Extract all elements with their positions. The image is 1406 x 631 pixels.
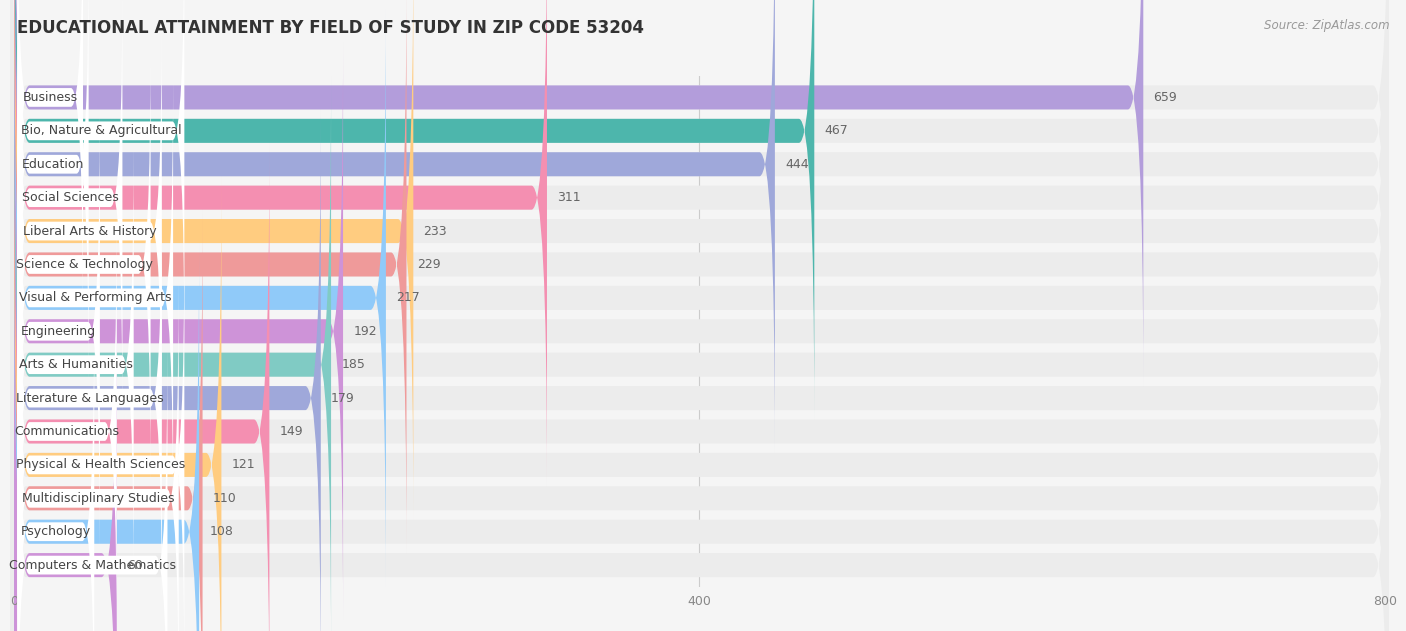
- FancyBboxPatch shape: [17, 0, 89, 389]
- FancyBboxPatch shape: [11, 9, 1388, 586]
- FancyBboxPatch shape: [17, 207, 117, 631]
- FancyBboxPatch shape: [14, 76, 330, 631]
- Text: Business: Business: [22, 91, 77, 104]
- FancyBboxPatch shape: [14, 243, 200, 631]
- FancyBboxPatch shape: [11, 0, 1388, 553]
- Text: 192: 192: [353, 325, 377, 338]
- Text: 121: 121: [232, 458, 256, 471]
- FancyBboxPatch shape: [17, 240, 184, 631]
- FancyBboxPatch shape: [14, 0, 547, 487]
- FancyBboxPatch shape: [14, 109, 321, 631]
- FancyBboxPatch shape: [17, 174, 162, 623]
- Text: Visual & Performing Arts: Visual & Performing Arts: [20, 292, 172, 304]
- Text: Multidisciplinary Studies: Multidisciplinary Studies: [22, 492, 174, 505]
- FancyBboxPatch shape: [14, 43, 343, 620]
- FancyBboxPatch shape: [11, 243, 1388, 631]
- Text: Social Sciences: Social Sciences: [21, 191, 118, 204]
- FancyBboxPatch shape: [11, 0, 1388, 520]
- Text: Education: Education: [22, 158, 84, 171]
- FancyBboxPatch shape: [11, 76, 1388, 631]
- FancyBboxPatch shape: [14, 143, 270, 631]
- Text: Communications: Communications: [14, 425, 120, 438]
- FancyBboxPatch shape: [17, 140, 134, 589]
- FancyBboxPatch shape: [14, 9, 385, 586]
- Text: Science & Technology: Science & Technology: [15, 258, 152, 271]
- FancyBboxPatch shape: [14, 0, 814, 420]
- FancyBboxPatch shape: [17, 6, 162, 456]
- FancyBboxPatch shape: [11, 176, 1388, 631]
- FancyBboxPatch shape: [11, 143, 1388, 631]
- FancyBboxPatch shape: [11, 209, 1388, 631]
- Text: Computers & Mathematics: Computers & Mathematics: [8, 558, 176, 572]
- FancyBboxPatch shape: [14, 0, 406, 553]
- FancyBboxPatch shape: [11, 276, 1388, 631]
- Text: Engineering: Engineering: [21, 325, 96, 338]
- FancyBboxPatch shape: [17, 73, 173, 522]
- Text: Source: ZipAtlas.com: Source: ZipAtlas.com: [1264, 19, 1389, 32]
- Text: EDUCATIONAL ATTAINMENT BY FIELD OF STUDY IN ZIP CODE 53204: EDUCATIONAL ATTAINMENT BY FIELD OF STUDY…: [17, 19, 644, 37]
- FancyBboxPatch shape: [11, 0, 1388, 487]
- Text: 229: 229: [416, 258, 440, 271]
- FancyBboxPatch shape: [14, 0, 1143, 386]
- Text: 467: 467: [824, 124, 848, 138]
- FancyBboxPatch shape: [11, 0, 1388, 420]
- FancyBboxPatch shape: [17, 0, 83, 322]
- FancyBboxPatch shape: [14, 276, 117, 631]
- FancyBboxPatch shape: [17, 341, 167, 631]
- Text: Bio, Nature & Agricultural: Bio, Nature & Agricultural: [21, 124, 181, 138]
- FancyBboxPatch shape: [17, 107, 100, 556]
- FancyBboxPatch shape: [11, 109, 1388, 631]
- Text: Literature & Languages: Literature & Languages: [15, 392, 163, 404]
- Text: 311: 311: [557, 191, 581, 204]
- Text: 233: 233: [423, 225, 447, 237]
- Text: 149: 149: [280, 425, 304, 438]
- FancyBboxPatch shape: [17, 40, 150, 489]
- FancyBboxPatch shape: [17, 0, 184, 355]
- Text: 185: 185: [342, 358, 366, 371]
- FancyBboxPatch shape: [14, 0, 775, 453]
- Text: 179: 179: [330, 392, 354, 404]
- Text: 444: 444: [785, 158, 808, 171]
- Text: Psychology: Psychology: [21, 525, 91, 538]
- FancyBboxPatch shape: [11, 0, 1388, 386]
- Text: 110: 110: [212, 492, 236, 505]
- FancyBboxPatch shape: [14, 0, 413, 520]
- FancyBboxPatch shape: [14, 209, 202, 631]
- Text: Physical & Health Sciences: Physical & Health Sciences: [17, 458, 186, 471]
- FancyBboxPatch shape: [17, 274, 179, 631]
- FancyBboxPatch shape: [11, 43, 1388, 620]
- FancyBboxPatch shape: [14, 176, 221, 631]
- Text: 217: 217: [396, 292, 420, 304]
- Text: 659: 659: [1153, 91, 1177, 104]
- Text: Arts & Humanities: Arts & Humanities: [18, 358, 132, 371]
- Text: 108: 108: [209, 525, 233, 538]
- FancyBboxPatch shape: [11, 0, 1388, 453]
- FancyBboxPatch shape: [17, 0, 122, 422]
- FancyBboxPatch shape: [17, 307, 94, 631]
- Text: 60: 60: [127, 558, 143, 572]
- Text: Liberal Arts & History: Liberal Arts & History: [22, 225, 156, 237]
